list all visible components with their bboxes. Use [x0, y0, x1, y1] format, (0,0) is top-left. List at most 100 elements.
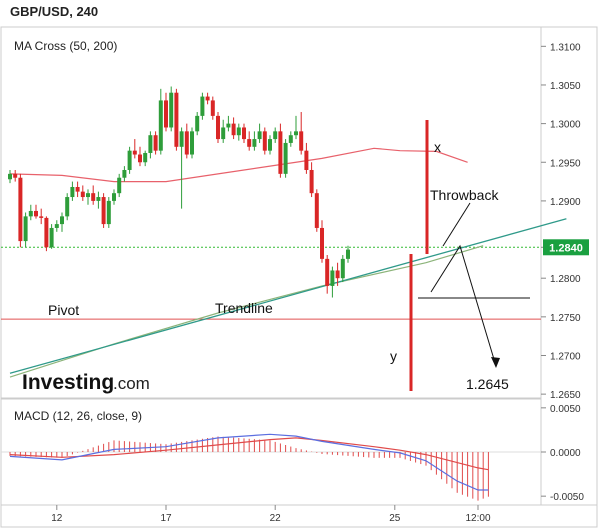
candle-body: [283, 142, 288, 174]
candle-body: [190, 131, 194, 155]
price-tick-label: 1.2800: [550, 274, 581, 285]
price-tick-label: 1.2700: [550, 351, 581, 362]
candle-body: [34, 210, 38, 217]
time-tick-label: 17: [160, 513, 172, 524]
candle-body: [216, 115, 220, 140]
candle-body: [28, 210, 33, 217]
candle-body: [164, 100, 168, 128]
time-tick-label: 25: [389, 513, 401, 524]
candle-body: [210, 100, 215, 116]
candle-body: [309, 169, 314, 194]
candle-body: [106, 200, 111, 225]
candle-body: [75, 186, 80, 192]
candle-body: [335, 270, 340, 279]
candle-body: [179, 131, 184, 147]
main-panel-label: MA Cross (50, 200): [14, 39, 117, 53]
price-tick-label: 1.2900: [550, 197, 581, 208]
candle-body: [23, 216, 28, 242]
candle-body: [148, 135, 153, 153]
candle-body: [127, 150, 132, 170]
annotation-y: y: [390, 348, 397, 364]
candle-body: [325, 258, 330, 286]
candle-body: [231, 123, 236, 136]
candle-body: [143, 152, 148, 163]
candle-body: [80, 191, 85, 198]
candle-body: [320, 227, 324, 259]
candle-body: [226, 123, 231, 128]
price-tick-label: 1.3000: [550, 120, 581, 131]
candle-body: [288, 135, 293, 143]
candles-layer: [8, 86, 350, 298]
candle-body: [86, 193, 90, 198]
candle-body: [273, 131, 278, 140]
candle-body: [314, 193, 319, 228]
candle-body: [39, 216, 44, 218]
candle-body: [44, 217, 49, 248]
macd-panel-label: MACD (12, 26, close, 9): [14, 409, 142, 423]
candle-body: [169, 92, 174, 128]
throwback-pointer: [442, 202, 471, 247]
candle-body: [101, 197, 106, 225]
price-tick-label: 1.3100: [550, 42, 581, 53]
time-axis[interactable]: 12 17 22 25 12:00: [51, 505, 491, 524]
candle-body: [236, 127, 241, 136]
annotation-x: x: [434, 139, 441, 155]
candle-body: [184, 131, 189, 155]
candle-body: [174, 92, 179, 147]
candle-body: [252, 139, 257, 147]
candle-body: [91, 193, 96, 201]
candle-body: [18, 177, 23, 242]
candle-body: [132, 150, 137, 155]
candle-body: [70, 186, 75, 198]
main-panel-frame: [0, 26, 542, 399]
candle-body: [205, 96, 210, 101]
price-tick-label: 1.2950: [550, 158, 581, 169]
price-axis[interactable]: 1.3100 1.3050 1.3000 1.2950 1.2900 1.2840 1.28…: [541, 42, 589, 503]
time-tick-label: 12: [51, 513, 63, 524]
price-axis-frame: [540, 26, 598, 506]
candle-body: [49, 227, 54, 248]
macd-tick-label: 0.0050: [550, 404, 581, 415]
candle-body: [294, 131, 298, 136]
projection-arrowhead: [491, 357, 500, 368]
current-price-label: 1.2840: [549, 242, 583, 254]
macd-tick-label: -0.0050: [550, 492, 584, 503]
trendline: [9, 218, 567, 374]
candle-body: [262, 131, 267, 151]
candle-body: [346, 249, 350, 259]
candle-body: [60, 216, 64, 225]
ma-50-line: [9, 147, 468, 183]
logo-suffix: .com: [113, 374, 150, 393]
annotation-throwback: Throwback: [430, 187, 499, 203]
candle-body: [330, 270, 335, 286]
overlay-lines: [1, 147, 567, 378]
price-tick-label: 1.3050: [550, 81, 581, 92]
annotation-trendline: Trendline: [215, 300, 273, 316]
logo-text: Investing: [22, 371, 114, 394]
candle-body: [242, 127, 246, 140]
candle-body: [96, 197, 101, 201]
candle-body: [138, 154, 142, 163]
analysis-drawings: [409, 120, 530, 391]
candle-body: [221, 127, 226, 140]
price-tick-label: 1.2650: [550, 390, 581, 401]
candle-body: [158, 100, 163, 151]
macd-tick-label: 0.0000: [550, 448, 581, 459]
candle-body: [117, 177, 122, 194]
candle-body: [195, 115, 200, 132]
candle-body: [153, 135, 158, 151]
time-tick-label: 22: [270, 513, 282, 524]
candle-body: [257, 131, 262, 140]
macd-line: [9, 433, 489, 491]
candle-body: [247, 139, 252, 147]
candle-body: [122, 169, 127, 178]
projection-path: [430, 244, 497, 367]
candle-body: [54, 224, 59, 228]
candle-body: [200, 96, 205, 116]
macd-layer: [1, 433, 541, 501]
candle-body: [8, 173, 12, 180]
candle-body: [268, 139, 272, 151]
candle-body: [65, 197, 70, 217]
annotation-target: 1.2645: [466, 376, 509, 392]
